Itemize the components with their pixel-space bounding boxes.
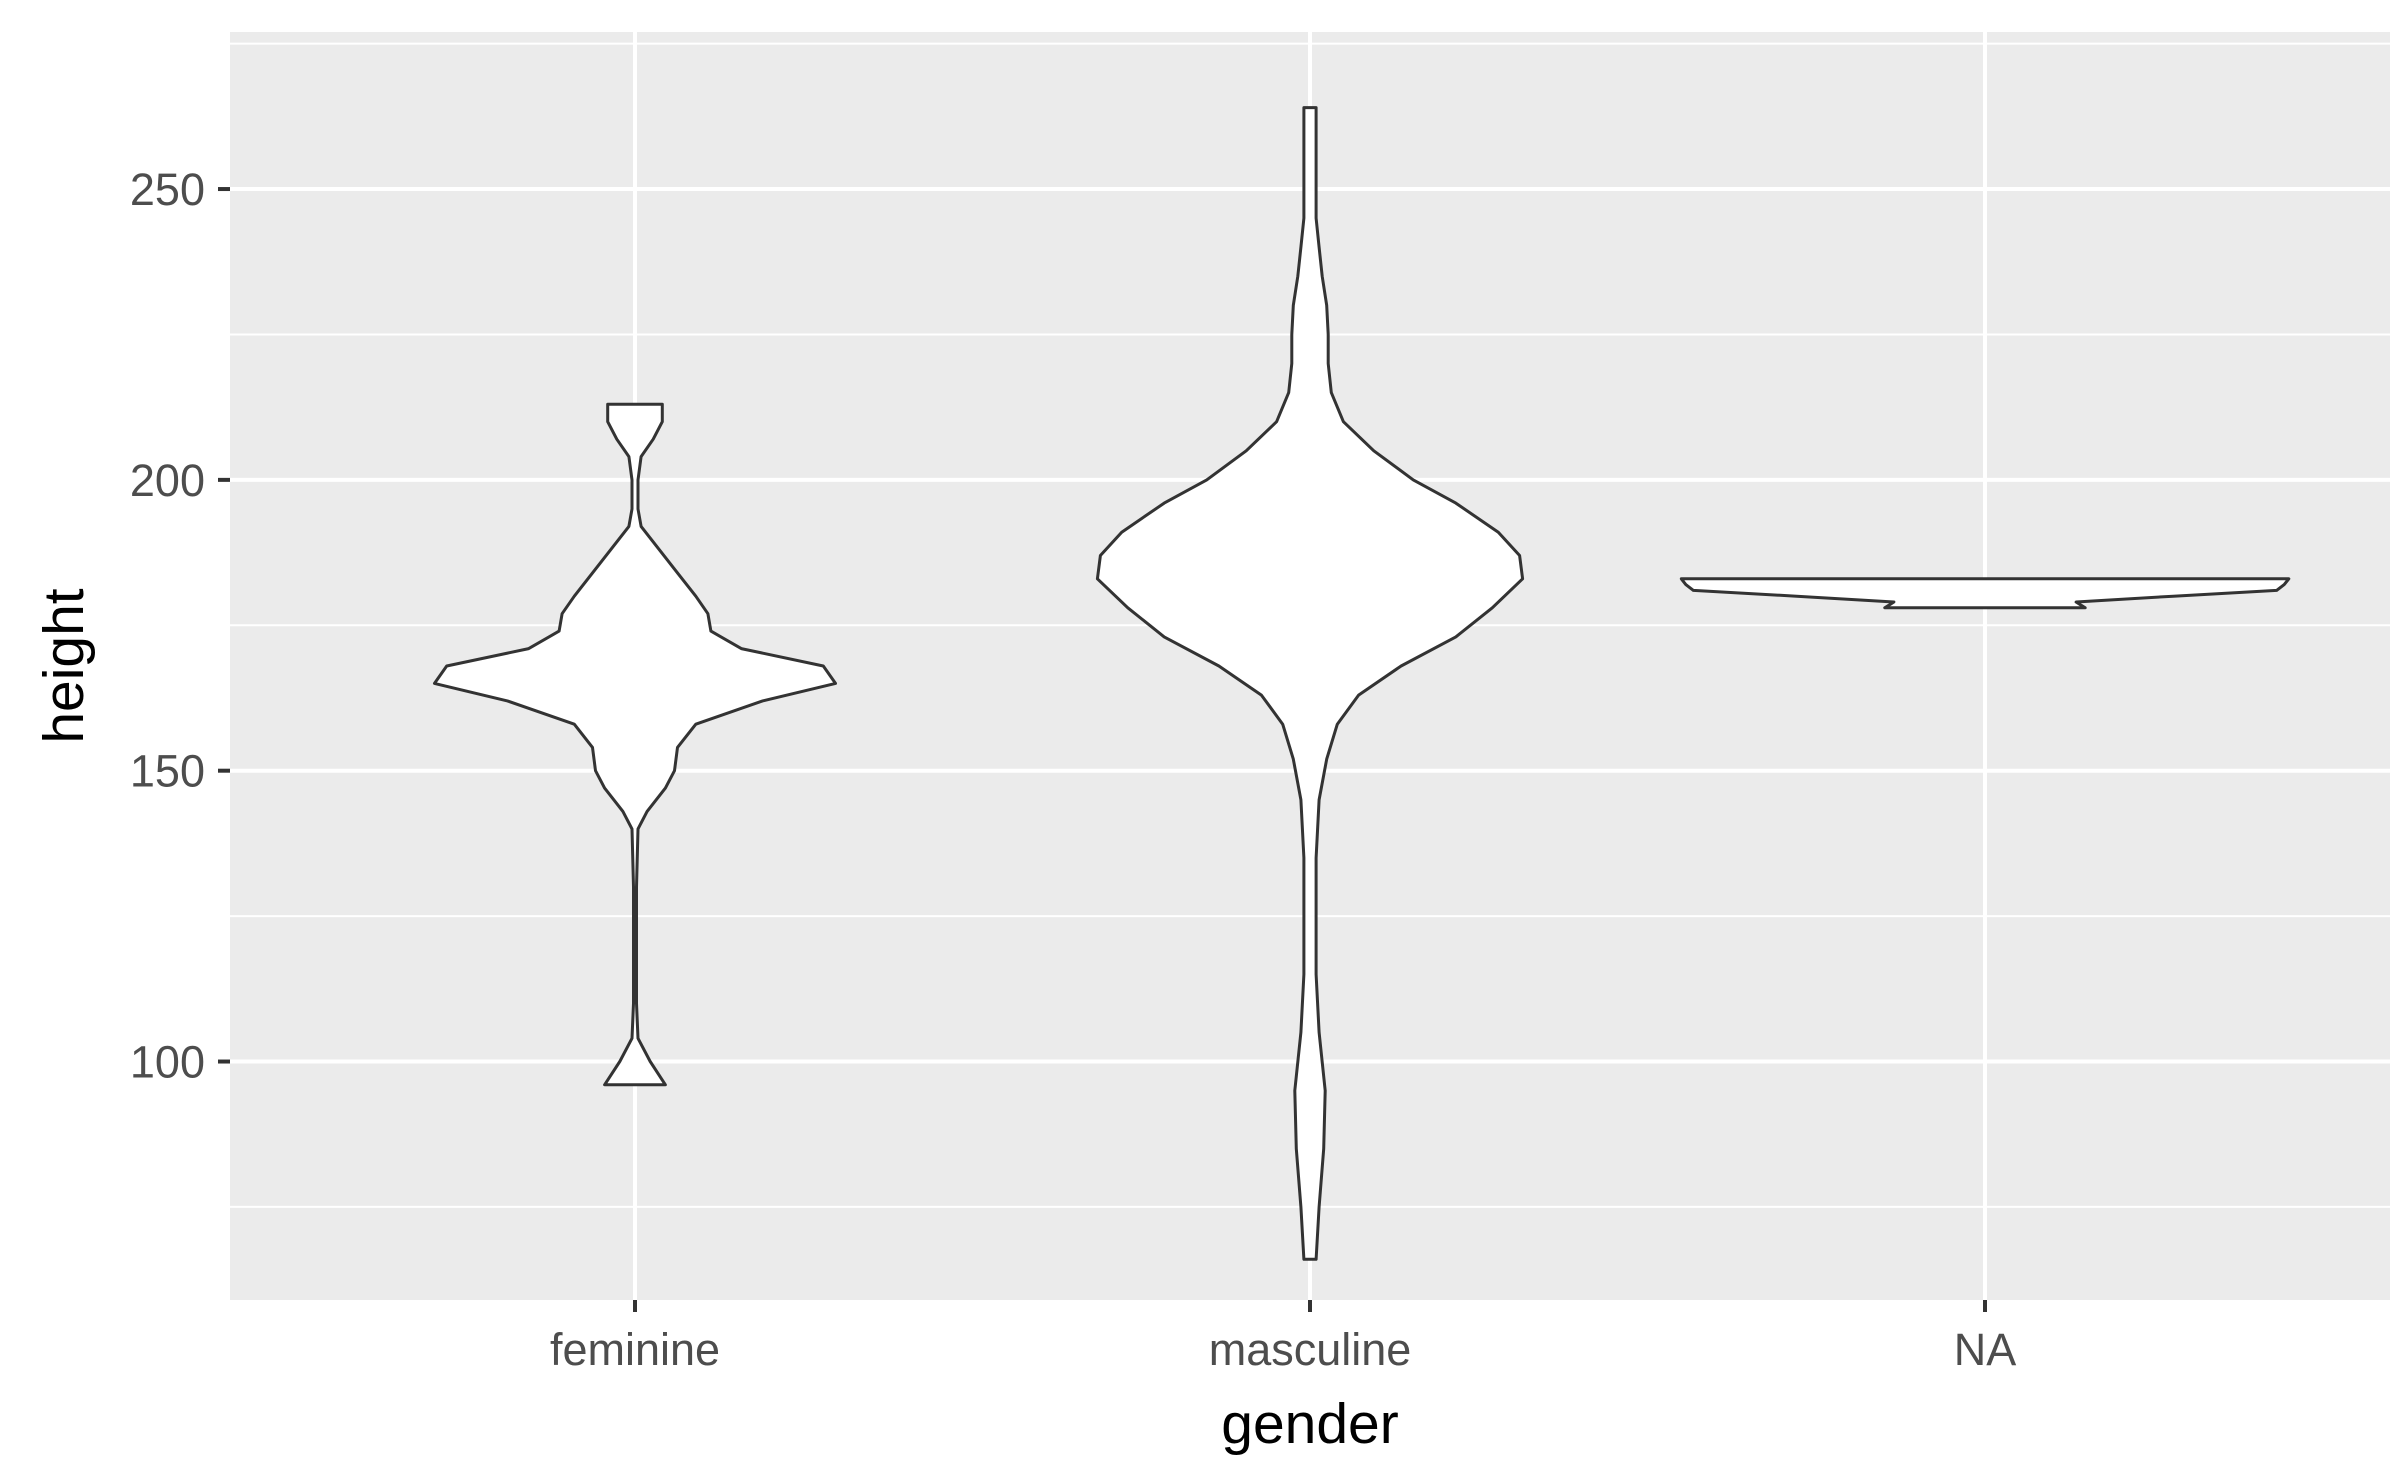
x-tick-label: NA [1954, 1324, 2017, 1375]
violin-masculine [1095, 106, 1525, 1261]
y-tick-label: 250 [130, 164, 205, 215]
y-tick-label: 100 [130, 1037, 205, 1088]
x-tick-label: masculine [1209, 1324, 1412, 1375]
y-axis-title: height [32, 588, 96, 743]
y-axis: 100 150 200 250 [130, 164, 230, 1088]
x-tick-label: feminine [550, 1324, 720, 1375]
y-tick-label: 200 [130, 455, 205, 506]
x-axis-title: gender [1221, 1392, 1399, 1456]
violin-na [1679, 577, 2291, 610]
violin-feminine [433, 402, 837, 1087]
y-tick-label: 150 [130, 746, 205, 797]
x-axis: feminine masculine NA [550, 1300, 2016, 1375]
violin-series [433, 106, 2291, 1261]
